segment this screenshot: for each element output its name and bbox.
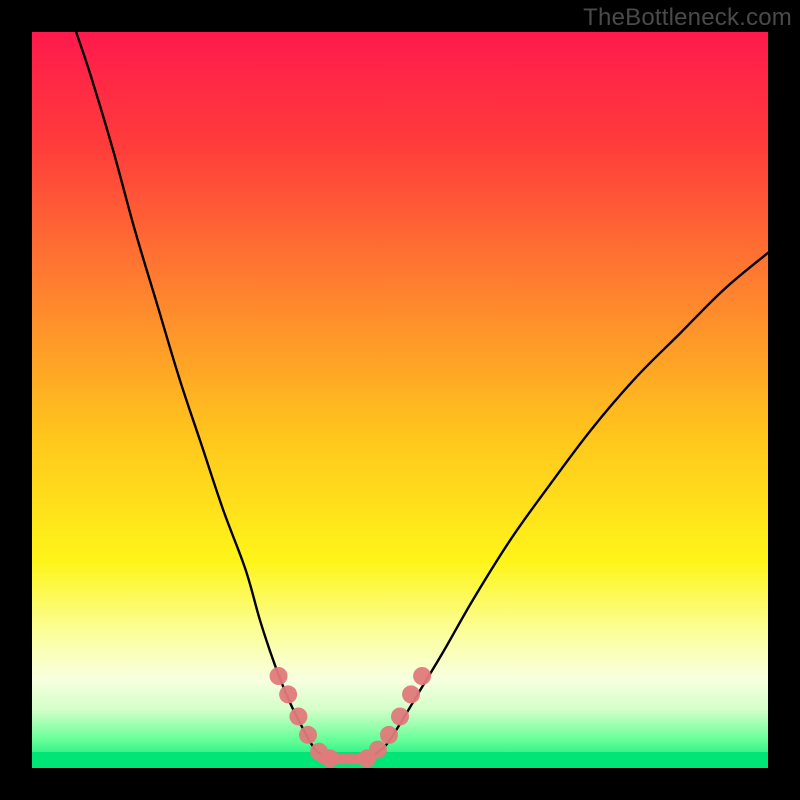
marker-dot [380,726,398,744]
curve-left-branch [76,32,326,757]
watermark-text: TheBottleneck.com [583,4,792,32]
marker-dot [299,726,317,744]
marker-dot [321,749,339,767]
marker-dot [402,685,420,703]
curve-overlay [0,0,800,800]
marker-dot [391,707,409,725]
marker-dot [369,741,387,759]
marker-dot [289,707,307,725]
marker-dot [270,667,288,685]
marker-dot [413,667,431,685]
curve-right-branch [371,253,768,757]
marker-dot [279,685,297,703]
chart-stage: TheBottleneck.com [0,0,800,800]
